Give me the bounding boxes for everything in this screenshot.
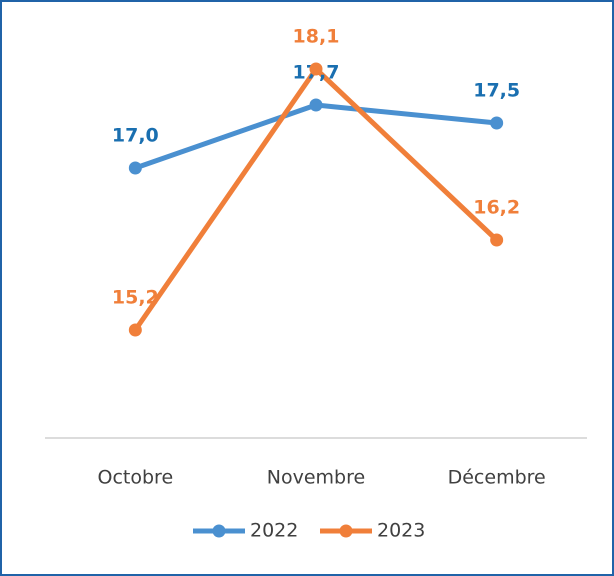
x-tick-label: Décembre (448, 467, 546, 489)
data-label: 16,2 (473, 197, 520, 219)
legend-label: 2022 (250, 520, 298, 542)
point (490, 116, 504, 130)
legend-marker (212, 524, 226, 538)
data-label: 15,2 (112, 287, 159, 309)
point (309, 62, 323, 76)
data-label: 18,1 (293, 26, 340, 48)
x-tick-label: Novembre (267, 467, 365, 489)
point (490, 233, 504, 247)
data-label: 17,5 (473, 80, 520, 102)
data-label: 17,0 (112, 125, 159, 147)
x-tick-label: Octobre (98, 467, 174, 489)
point (128, 323, 142, 337)
point (309, 98, 323, 112)
legend-label: 2023 (377, 520, 425, 542)
legend-marker (339, 524, 353, 538)
point (128, 161, 142, 175)
